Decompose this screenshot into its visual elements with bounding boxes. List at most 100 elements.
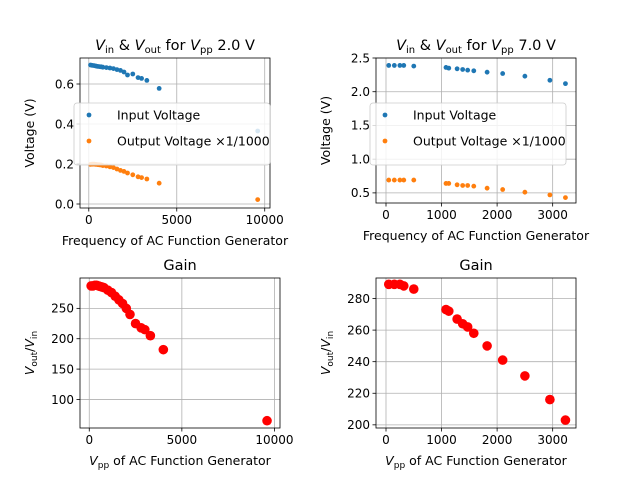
x-tick-label: 1000 [426, 208, 457, 222]
legend-entry: Output Voltage ×1/1000 [413, 134, 566, 149]
data-point [411, 63, 417, 69]
y-tick-label: 1.0 [351, 152, 370, 166]
data-point [411, 177, 417, 183]
x-tick-label: 3000 [537, 208, 568, 222]
y-tick-label: 260 [347, 323, 370, 337]
y-tick-label: 2.0 [351, 85, 370, 99]
data-point [125, 72, 130, 78]
legend-marker [382, 112, 388, 118]
y-tick-label: 0.6 [55, 77, 74, 91]
y-tick-label: 0.0 [55, 197, 74, 211]
x-axis-label: Vpp of AC Function Generator [385, 453, 568, 471]
data-point [482, 341, 492, 351]
data-point [125, 170, 130, 176]
x-tick-label: 0 [85, 433, 93, 447]
y-tick-label: 250 [51, 302, 74, 316]
legend-box [369, 102, 567, 166]
data-point [408, 284, 419, 294]
x-tick-label: 3000 [537, 433, 568, 447]
data-point [156, 86, 162, 91]
data-point [397, 177, 403, 183]
data-point [443, 306, 454, 316]
data-point [401, 63, 407, 68]
y-tick-label: 0.4 [55, 117, 74, 131]
chart-title: Vin & Vout for Vpp 2.0 V [95, 38, 255, 56]
data-point [145, 330, 156, 341]
x-tick-label: 1000 [426, 433, 457, 447]
series-1 [383, 279, 571, 425]
data-point [391, 63, 397, 68]
y-axis-label: Vout/Vin [318, 331, 336, 375]
data-point [460, 183, 466, 188]
x-axis-label: Frequency of AC Function Generator [363, 228, 590, 243]
data-point [545, 394, 555, 405]
axes-frame [79, 277, 281, 429]
chart-4: 0 1000 2000 3000 200 220 240 260 280 Gain Vpp of A… [318, 258, 577, 471]
x-tick-label: 5000 [167, 433, 198, 447]
data-point [563, 195, 568, 201]
data-point [547, 192, 553, 198]
legend: Input Voltage Output Voltage ×1/1000 [369, 102, 567, 166]
data-point [471, 183, 477, 189]
data-point [500, 71, 506, 76]
data-point [255, 197, 261, 203]
legend-entry: Input Voltage [413, 108, 497, 123]
data-point [560, 415, 571, 425]
x-tick-label: 10000 [246, 213, 284, 227]
y-tick-label: 0.2 [55, 157, 74, 171]
data-point [454, 182, 460, 188]
data-point [484, 185, 490, 191]
data-point [522, 73, 528, 79]
series-1 [386, 63, 568, 87]
y-tick-label: 280 [347, 292, 370, 306]
x-tick-label: 0 [382, 208, 390, 222]
series-2 [386, 177, 568, 201]
y-tick-label: 150 [51, 362, 74, 376]
data-point [397, 63, 403, 68]
y-axis-label: Vout/Vin [22, 331, 40, 375]
y-axis-label: Voltage (V) [318, 96, 333, 165]
data-point [484, 69, 490, 75]
x-axis-label: Frequency of AC Function Generator [62, 233, 289, 248]
data-point [468, 328, 479, 339]
chart-2: 0 1000 2000 3000 0.5 1.0 1.5 2.0 2.5 Vin & Vout f… [318, 38, 590, 243]
data-point [140, 324, 150, 335]
chart-title: Vin & Vout for Vpp 7.0 V [396, 38, 556, 56]
x-tick-label: 0 [85, 213, 93, 227]
data-point [100, 64, 106, 70]
data-point [125, 309, 135, 320]
data-point [460, 67, 466, 72]
data-point [156, 180, 162, 186]
data-point [139, 175, 144, 181]
x-tick-label: 10000 [255, 433, 293, 447]
data-point [563, 81, 568, 87]
data-point [471, 68, 477, 74]
data-point [497, 355, 508, 365]
legend-marker [86, 138, 92, 144]
y-tick-label: 100 [51, 393, 74, 407]
series-1 [86, 280, 272, 426]
y-tick-label: 0.5 [351, 186, 370, 200]
legend: Input Voltage Output Voltage ×1/1000 [73, 102, 271, 166]
data-point [454, 66, 460, 72]
data-point [158, 344, 169, 355]
y-tick-label: 220 [347, 387, 370, 401]
data-point [500, 187, 506, 192]
chart-3: 0 5000 10000 100 150 200 250 Gain Vpp of AC Func… [22, 258, 294, 471]
legend-marker [86, 112, 92, 118]
chart-title: Gain [163, 258, 196, 274]
x-axis-label: Vpp of AC Function Generator [89, 453, 272, 471]
data-point [139, 76, 144, 81]
data-point [446, 181, 452, 186]
y-axis-label: Voltage (V) [22, 98, 37, 167]
axes-frame [375, 277, 577, 429]
legend-entry: Output Voltage ×1/1000 [117, 134, 270, 149]
data-point [547, 77, 553, 83]
y-tick-label: 1.5 [351, 119, 370, 133]
data-point [522, 189, 528, 195]
legend-box [73, 102, 271, 166]
y-tick-label: 200 [347, 418, 370, 432]
data-point [130, 172, 136, 178]
